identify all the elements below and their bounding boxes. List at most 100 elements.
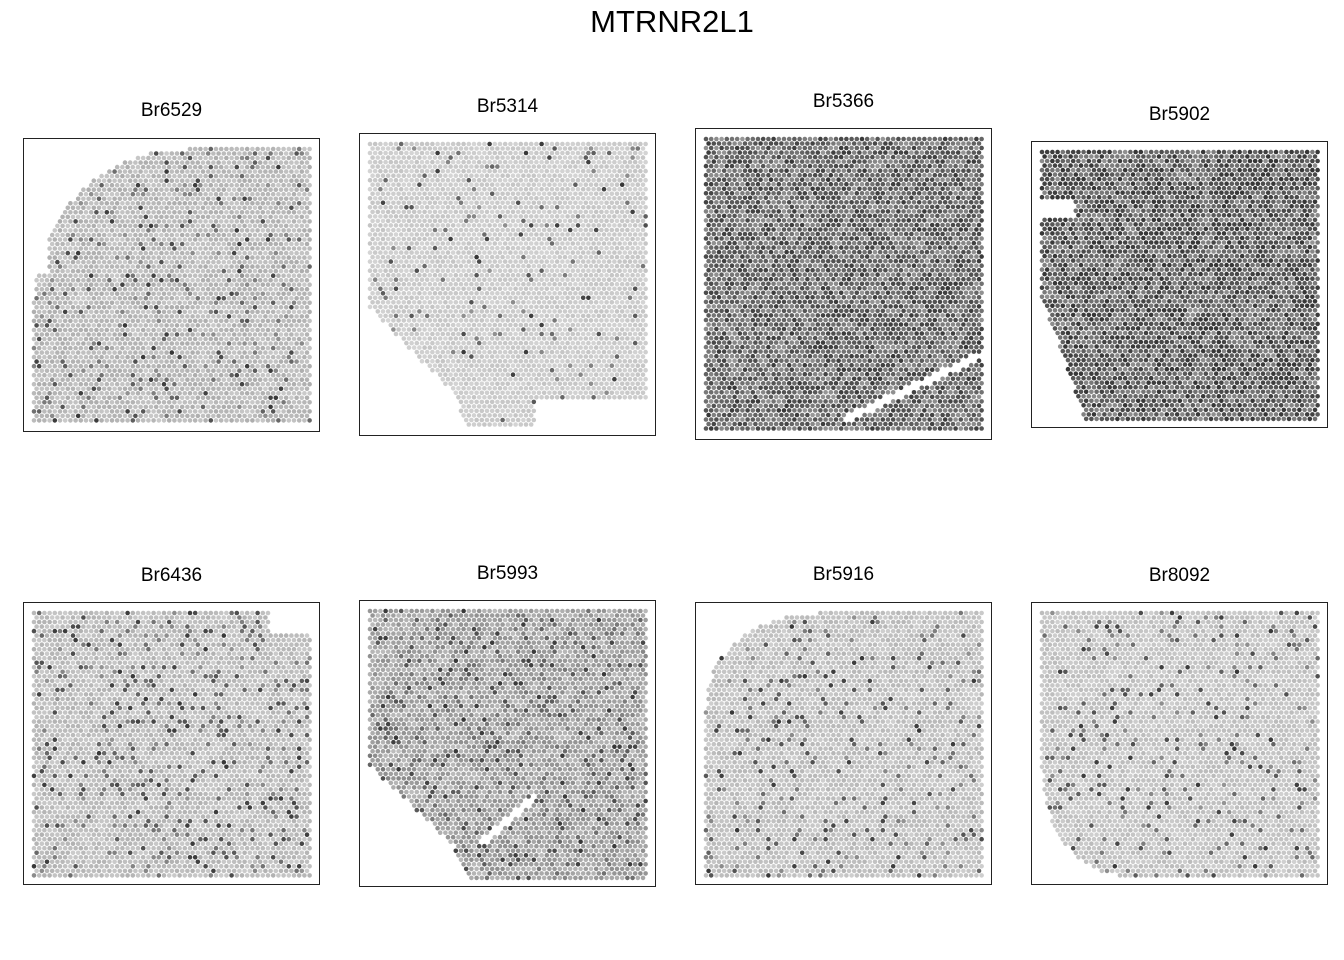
spot <box>575 159 581 165</box>
spot <box>479 236 485 242</box>
spot <box>260 345 266 351</box>
spot <box>252 359 258 364</box>
spot <box>190 277 195 283</box>
spot <box>88 237 94 242</box>
spot <box>435 304 440 310</box>
spot <box>88 327 94 333</box>
spot <box>273 169 279 174</box>
spot <box>213 201 219 206</box>
spot <box>505 173 511 178</box>
spot <box>276 318 281 324</box>
spot <box>370 164 375 169</box>
spot <box>604 281 609 287</box>
spot <box>122 214 128 220</box>
spot <box>146 291 151 297</box>
spot <box>218 391 224 396</box>
spot <box>52 282 58 287</box>
spot <box>107 178 112 183</box>
spot <box>544 232 550 237</box>
spot <box>304 323 310 328</box>
spot <box>247 169 253 174</box>
spot <box>515 281 521 287</box>
spot <box>378 241 383 246</box>
spot <box>91 250 97 256</box>
spot <box>242 205 247 211</box>
spot <box>39 332 45 337</box>
spot <box>299 332 305 337</box>
spot <box>396 245 401 251</box>
spot <box>471 250 477 255</box>
spot <box>107 368 112 373</box>
spot <box>299 296 305 301</box>
spot <box>117 395 123 401</box>
spot <box>513 141 518 147</box>
spot <box>302 309 307 315</box>
spot <box>445 186 451 192</box>
spot <box>78 400 84 405</box>
spot <box>479 227 485 233</box>
spot <box>101 314 107 319</box>
spot <box>62 300 68 306</box>
spot <box>552 263 557 269</box>
spot <box>138 268 143 274</box>
spot <box>130 291 136 297</box>
spot <box>586 232 591 237</box>
spot <box>278 259 284 265</box>
spot <box>148 368 154 373</box>
spot <box>94 237 99 242</box>
spot <box>635 146 641 151</box>
spot <box>554 304 560 310</box>
spot <box>255 354 260 360</box>
spot <box>638 205 643 210</box>
spot <box>260 210 266 215</box>
spot <box>112 196 117 202</box>
spot <box>179 341 185 346</box>
spot <box>289 314 294 319</box>
spot <box>422 254 427 260</box>
spot <box>255 400 260 405</box>
spot <box>231 178 237 183</box>
spot <box>174 196 180 202</box>
spot <box>554 159 560 165</box>
spot <box>508 168 513 174</box>
spot <box>81 350 86 355</box>
spot <box>304 332 310 337</box>
spot <box>73 336 78 342</box>
spot <box>588 281 594 287</box>
spot <box>419 241 425 246</box>
spot <box>424 141 430 147</box>
spot <box>125 391 130 396</box>
spot <box>422 200 427 206</box>
spot <box>70 205 76 211</box>
spot <box>221 341 227 346</box>
spot <box>192 228 198 233</box>
spot <box>260 282 266 287</box>
spot <box>117 223 123 229</box>
spot <box>619 236 625 242</box>
spot <box>307 372 312 378</box>
spot <box>242 359 247 364</box>
spot <box>453 191 459 197</box>
spot <box>133 268 138 274</box>
spot <box>383 168 388 174</box>
spot <box>231 413 237 419</box>
spot <box>143 187 149 192</box>
spot <box>518 286 524 292</box>
spot <box>515 155 521 160</box>
spot <box>484 254 490 260</box>
spot <box>226 151 232 156</box>
spot <box>211 160 216 165</box>
spot <box>47 418 52 423</box>
spot <box>247 250 253 256</box>
spot <box>276 182 281 188</box>
spot <box>614 182 620 187</box>
spot <box>104 400 110 405</box>
spot <box>164 268 169 274</box>
spot <box>120 409 125 414</box>
spot <box>388 186 394 192</box>
spot <box>182 372 188 378</box>
spot <box>190 413 195 419</box>
spot <box>156 182 162 188</box>
spot <box>200 196 206 202</box>
spot <box>435 214 440 219</box>
